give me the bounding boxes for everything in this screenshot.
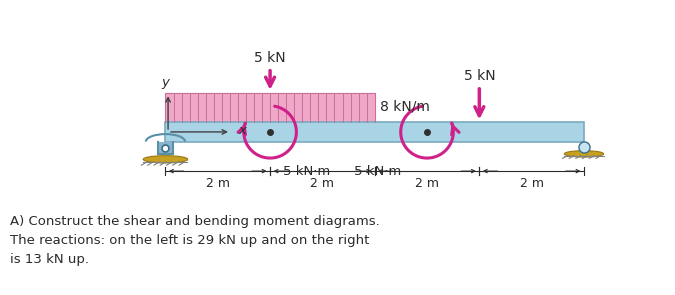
Ellipse shape — [564, 151, 603, 157]
Text: 2 m: 2 m — [520, 177, 543, 190]
FancyBboxPatch shape — [165, 122, 584, 142]
Text: 8 kN/m: 8 kN/m — [380, 99, 430, 113]
Ellipse shape — [143, 156, 188, 163]
Text: 5 kN·m: 5 kN·m — [284, 165, 331, 178]
Text: 5 kN·m: 5 kN·m — [354, 165, 401, 178]
Text: x: x — [239, 124, 246, 137]
Text: A) Construct the shear and bending moment diagrams.
The reactions: on the left i: A) Construct the shear and bending momen… — [10, 216, 380, 266]
Text: 2 m: 2 m — [415, 177, 439, 190]
Text: 2 m: 2 m — [310, 177, 334, 190]
Text: 5 kN: 5 kN — [254, 52, 286, 65]
Text: y: y — [161, 76, 169, 89]
Text: 2 m: 2 m — [206, 177, 230, 190]
Bar — [158, 142, 173, 154]
Text: 5 kN: 5 kN — [464, 68, 495, 83]
Bar — [165, 93, 375, 122]
